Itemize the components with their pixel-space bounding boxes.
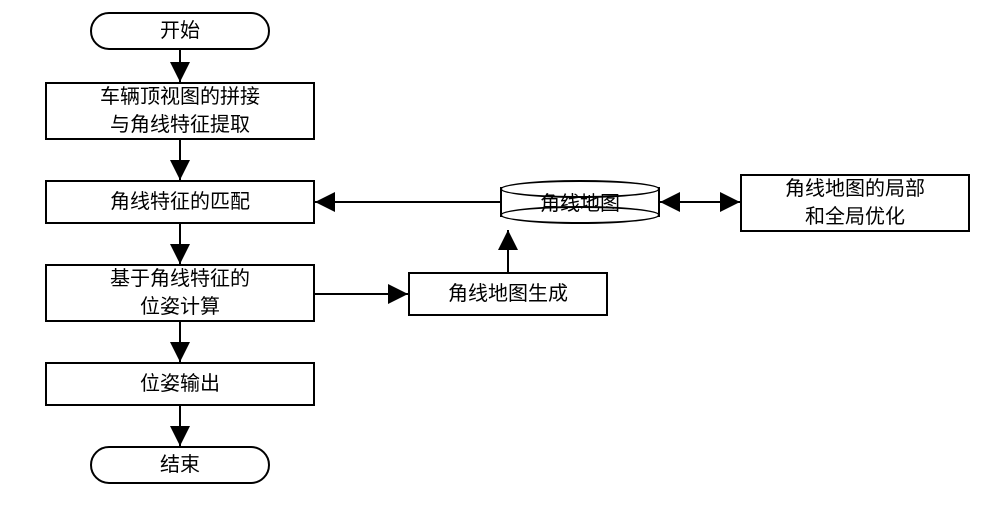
node-opt: 角线地图的局部 和全局优化	[740, 174, 970, 232]
node-n2: 角线特征的匹配	[45, 180, 315, 224]
node-gen: 角线地图生成	[408, 272, 608, 316]
flowchart-canvas: 开始车辆顶视图的拼接 与角线特征提取角线特征的匹配基于角线特征的 位姿计算位姿输…	[0, 0, 1000, 528]
node-n4: 位姿输出	[45, 362, 315, 406]
node-start: 开始	[90, 12, 270, 50]
node-n1: 车辆顶视图的拼接 与角线特征提取	[45, 82, 315, 140]
node-cyl-label: 角线地图	[500, 190, 660, 218]
node-end: 结束	[90, 446, 270, 484]
node-n3: 基于角线特征的 位姿计算	[45, 264, 315, 322]
node-cyl: 角线地图	[500, 180, 660, 224]
